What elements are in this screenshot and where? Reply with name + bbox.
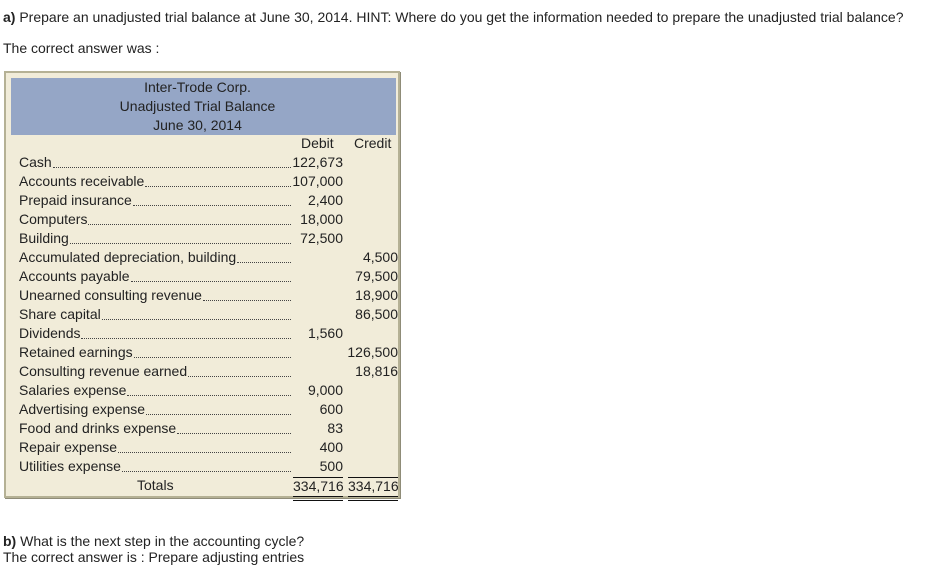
total-credit: 334,716 [348, 477, 399, 494]
answer-b: The correct answer is : Prepare adjustin… [3, 549, 305, 565]
account-name: Share capital [19, 306, 101, 322]
dot-leader [145, 186, 291, 187]
dot-leader [118, 452, 291, 453]
account-name: Retained earnings [19, 344, 133, 360]
dot-leader [203, 300, 291, 301]
account-name: Building [19, 230, 69, 246]
trial-balance-header: Inter-Trode Corp. Unadjusted Trial Balan… [11, 78, 396, 135]
question-b-label: b) [3, 533, 17, 549]
debit-amount: 2,400 [307, 192, 343, 208]
table-row: Computers 18,000 [19, 211, 399, 230]
dot-leader [70, 243, 291, 244]
credit-amount: 86,500 [355, 306, 398, 322]
account-name: Utilities expense [19, 458, 121, 474]
account-name: Repair expense [19, 439, 118, 455]
table-row: Unearned consulting revenue 18,900 [19, 287, 399, 306]
dot-leader [133, 205, 291, 206]
account-name: Dividends [19, 325, 81, 341]
credit-amount: 18,900 [355, 287, 398, 303]
dot-leader [88, 224, 291, 225]
credit-column-header: Credit [354, 135, 392, 151]
totals-label: Totals [137, 477, 174, 493]
table-row: Utilities expense 500 [19, 458, 399, 477]
question-b: b) What is the next step in the accounti… [3, 533, 304, 549]
table-row: Food and drinks expense 83 [19, 420, 399, 439]
answer-a-intro: The correct answer was : [3, 40, 160, 56]
credit-amount: 4,500 [362, 249, 398, 265]
dot-leader [53, 167, 291, 168]
table-row: Accumulated depreciation, building 4,500 [19, 249, 399, 268]
dot-leader [131, 281, 291, 282]
table-row: Share capital 86,500 [19, 306, 399, 325]
debit-amount: 18,000 [300, 211, 343, 227]
table-row: Repair expense 400 [19, 439, 399, 458]
dot-leader [188, 376, 291, 377]
debit-amount: 500 [319, 458, 343, 474]
dot-leader [146, 414, 291, 415]
table-row: Dividends 1,560 [19, 325, 399, 344]
account-name: Food and drinks expense [19, 420, 177, 436]
credit-amount: 18,816 [355, 363, 398, 379]
account-name: Consulting revenue earned [19, 363, 188, 379]
table-row: Cash 122,673 [19, 154, 399, 173]
account-name: Accounts receivable [19, 173, 145, 189]
dot-leader [122, 471, 291, 472]
account-name: Salaries expense [19, 382, 127, 398]
account-name: Unearned consulting revenue [19, 287, 202, 303]
account-name: Accumulated depreciation, building [19, 249, 237, 265]
account-name: Advertising expense [19, 401, 146, 417]
credit-amount: 79,500 [355, 268, 398, 284]
table-row: Accounts payable 79,500 [19, 268, 399, 287]
dot-leader [81, 338, 291, 339]
statement-date: June 30, 2014 [153, 117, 242, 133]
dot-leader [177, 433, 291, 434]
account-name: Accounts payable [19, 268, 130, 284]
table-row: Building 72,500 [19, 230, 399, 249]
statement-title: Unadjusted Trial Balance [119, 98, 276, 114]
account-name: Cash [19, 154, 52, 170]
account-name: Prepaid insurance [19, 192, 132, 208]
question-a-text: Prepare an unadjusted trial balance at J… [15, 9, 904, 25]
credit-amount: 126,500 [347, 344, 398, 360]
dot-leader [237, 262, 291, 263]
debit-amount: 83 [327, 420, 343, 436]
table-row: Prepaid insurance 2,400 [19, 192, 399, 211]
dot-leader [102, 319, 291, 320]
table-row: Accounts receivable 107,000 [19, 173, 399, 192]
question-a: a) Prepare an unadjusted trial balance a… [3, 9, 903, 25]
debit-amount: 72,500 [300, 230, 343, 246]
table-row: Retained earnings 126,500 [19, 344, 399, 363]
debit-column-header: Debit [301, 135, 334, 151]
totals-row: Totals 334,716 334,716 [19, 475, 399, 501]
dot-leader [134, 357, 291, 358]
debit-amount: 107,000 [292, 173, 343, 189]
dot-leader [127, 395, 291, 396]
double-underline-credit [348, 496, 398, 501]
debit-amount: 9,000 [307, 382, 343, 398]
account-name: Computers [19, 211, 88, 227]
question-b-text: What is the next step in the accounting … [16, 533, 305, 549]
table-row: Salaries expense 9,000 [19, 382, 399, 401]
total-debit: 334,716 [293, 477, 344, 494]
debit-amount: 1,560 [307, 325, 343, 341]
table-row: Consulting revenue earned 18,816 [19, 363, 399, 382]
debit-amount: 122,673 [292, 154, 343, 170]
debit-amount: 600 [319, 401, 343, 417]
table-row: Advertising expense 600 [19, 401, 399, 420]
question-a-label: a) [3, 9, 16, 25]
trial-balance-table: Inter-Trode Corp. Unadjusted Trial Balan… [4, 71, 400, 501]
debit-amount: 400 [319, 439, 343, 455]
double-underline-debit [293, 496, 343, 501]
company-name: Inter-Trode Corp. [144, 79, 251, 95]
